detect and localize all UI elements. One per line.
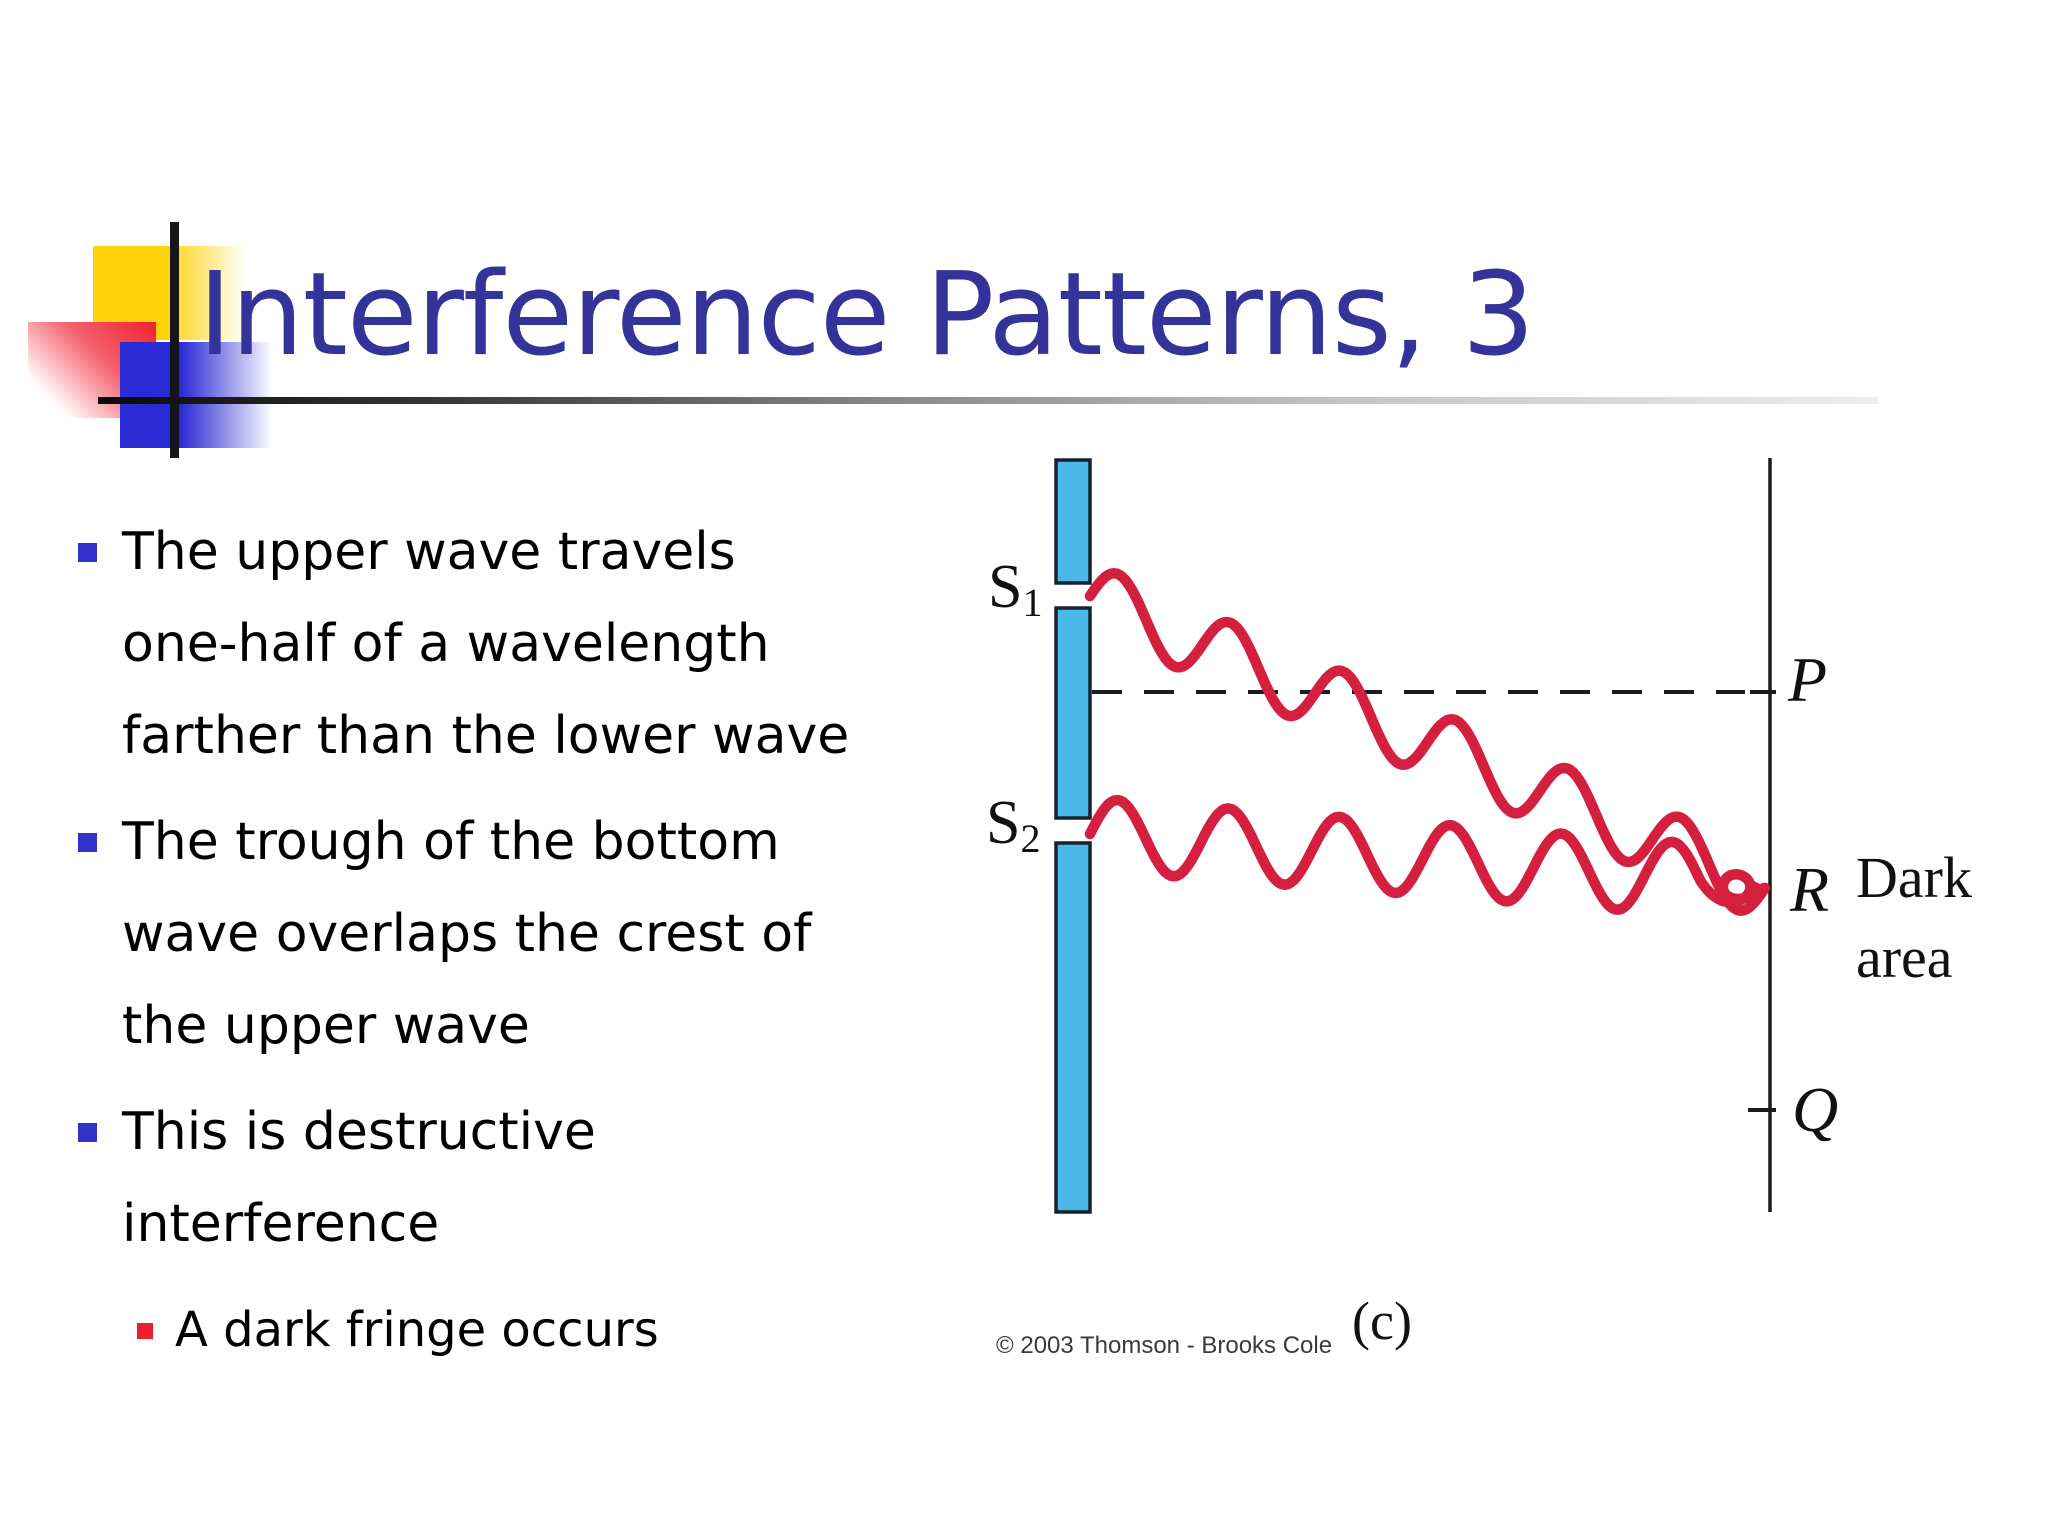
copyright-credit: © 2003 Thomson - Brooks Cole [996, 1332, 1333, 1359]
title-underline-rule [98, 397, 1878, 404]
label-p: P [1788, 644, 1828, 715]
bullet-line: one-half of a wavelength [122, 614, 770, 674]
label-s1-subscript: 1 [1022, 579, 1043, 625]
label-s2-subscript: 2 [1020, 815, 1041, 861]
dark-area-label: Dark area [1856, 838, 1972, 998]
barrier-middle-segment [1054, 606, 1092, 820]
deco-blue-square [120, 342, 273, 448]
label-s2: S2 [986, 792, 1040, 859]
bullet-line: A dark fringe occurs [175, 1302, 659, 1358]
bullet-square-icon [78, 543, 97, 562]
wave-tip [1748, 878, 1768, 898]
bullet-line: farther than the lower wave [122, 706, 850, 766]
upper-wave [1084, 568, 1771, 916]
label-r: R [1790, 854, 1830, 925]
bullet-item: This is destructive interference [60, 1086, 960, 1270]
panel-label: (c) [1352, 1291, 1412, 1351]
deco-vertical-line [170, 222, 179, 458]
label-s2-letter: S [986, 789, 1021, 857]
bullet-square-icon [78, 833, 97, 852]
label-s1-letter: S [988, 553, 1023, 621]
dark-area-line: area [1856, 925, 1953, 990]
bullet-square-icon [78, 1123, 97, 1142]
bullet-item: The trough of the bottom wave overlaps t… [60, 796, 960, 1072]
bullet-list: The upper wave travels one-half of a wav… [60, 506, 960, 1390]
slide-title: Interference Patterns, 3 [198, 248, 1535, 382]
sub-bullet-square-icon [137, 1323, 153, 1339]
bullet-line: interference [122, 1194, 440, 1254]
barrier-bottom-segment [1054, 841, 1092, 1214]
dark-area-line: Dark [1856, 845, 1972, 910]
bullet-line: This is destructive [122, 1102, 596, 1162]
lower-wave [1084, 794, 1705, 915]
bullet-line: The upper wave travels [122, 522, 736, 582]
barrier-top-segment [1054, 458, 1092, 585]
bullet-line: wave overlaps the crest of [122, 904, 812, 964]
bullet-line: the upper wave [122, 996, 530, 1056]
bullet-line: The trough of the bottom [122, 812, 780, 872]
wave-loop [1694, 869, 1770, 908]
label-s1: S1 [988, 556, 1042, 623]
bullet-item: The upper wave travels one-half of a wav… [60, 506, 960, 782]
sub-bullet-item: A dark fringe occurs [60, 1284, 960, 1376]
label-q: Q [1792, 1074, 1839, 1145]
